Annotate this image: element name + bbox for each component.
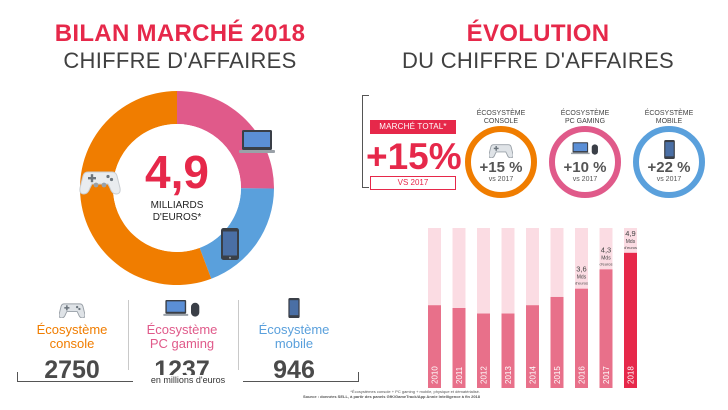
bar-year-label: 2018 — [627, 366, 636, 384]
eco-console-title: ÉCOSYSTÈME CONSOLE — [476, 110, 526, 125]
eco-pc-value: +10 % — [563, 159, 607, 176]
gamepad-icon — [79, 171, 121, 195]
donut-slice-console — [80, 91, 212, 285]
donut-center-value: 4,9 — [145, 146, 209, 198]
bar-value-label: 4,3 — [601, 245, 611, 254]
bar-2012 — [477, 313, 490, 388]
bar-value-label: 4,9 — [625, 229, 635, 238]
bar-unit-label: d'euros — [624, 245, 637, 250]
bar-2016 — [575, 288, 588, 388]
legend-console-value: 2750 — [44, 356, 100, 384]
laptop-mouse-icon — [239, 130, 275, 153]
bar-2018 — [624, 252, 637, 388]
bar-2013 — [501, 313, 515, 388]
bar-chart: 2010 2011 2012 2013 2014 2015 20163,6Mdsd'euro… — [428, 228, 637, 388]
bar-year-label: 2014 — [529, 366, 538, 384]
bar-2014 — [526, 305, 539, 388]
smartphone-icon — [288, 298, 300, 318]
bar-year-label: 2012 — [480, 366, 489, 384]
bar-unit-label: Mds — [601, 255, 611, 261]
bar-unit-label: Mds — [626, 239, 636, 245]
smartphone-icon — [663, 139, 675, 159]
eco-console-circle: +15 % vs 2017 — [465, 126, 537, 198]
eco-pc-vs: vs 2017 — [572, 176, 598, 183]
eco-console-value: +15 % — [479, 159, 523, 176]
market-total-vs: VS 2017 — [370, 176, 456, 190]
eco-mobile-circle: +22 % vs 2017 — [633, 126, 705, 198]
market-total-label: MARCHÉ TOTAL* — [370, 120, 456, 134]
bar-year-label: 2010 — [431, 366, 440, 384]
bar-year-label: 2015 — [553, 366, 562, 384]
legend-separator — [128, 300, 129, 370]
right-title: ÉVOLUTION — [466, 20, 610, 47]
eco-mobile-title: ÉCOSYSTÈME MOBILE — [644, 110, 694, 125]
donut-chart: 4,9 MILLIARDS D'EUROS* — [79, 91, 275, 285]
legend-pc-label: Écosystème PC gaming — [146, 322, 218, 351]
eco-console-vs: vs 2017 — [488, 176, 514, 183]
gamepad-icon — [489, 143, 513, 158]
eco-pc-title: ÉCOSYSTÈME PC GAMING — [560, 110, 610, 125]
bar-2015 — [550, 296, 564, 388]
legend-mobile-label: Écosystème mobile — [258, 322, 330, 351]
source-note: *Écosystèmes console + PC gaming + mobil… — [302, 389, 480, 399]
left-title: BILAN MARCHÉ 2018 — [54, 20, 306, 47]
unit-note: en millions d'euros — [133, 375, 243, 385]
eco-mobile-vs: vs 2017 — [656, 176, 682, 183]
bar-unit-label: d'euros — [600, 261, 613, 266]
gamepad-icon — [59, 303, 85, 318]
legend-console-label: Écosystème console — [36, 322, 108, 351]
bar-unit-label: Mds — [577, 275, 587, 281]
legend-separator — [238, 300, 239, 370]
legend-mobile-value: 946 — [273, 356, 315, 384]
donut-center-unit-line1: MILLIARDS — [151, 200, 204, 211]
bar-2010 — [428, 305, 441, 388]
eco-pc-circle: +10 % vs 2017 — [549, 126, 621, 198]
bar-year-label: 2011 — [455, 366, 464, 384]
donut-slice-pc — [177, 91, 274, 189]
bar-year-label: 2013 — [504, 366, 513, 384]
right-subtitle: DU CHIFFRE D'AFFAIRES — [401, 48, 675, 73]
bar-year-label: 2017 — [602, 366, 611, 384]
laptop-mouse-icon — [163, 300, 200, 317]
laptop-mouse-icon — [571, 142, 598, 155]
bar-year-label: 2016 — [578, 366, 587, 384]
market-bracket — [362, 95, 369, 188]
smartphone-icon — [221, 228, 239, 260]
market-total-value: +15% — [366, 136, 462, 177]
eco-mobile-value: +22 % — [647, 159, 691, 176]
bar-2011 — [452, 308, 466, 388]
legend-mobile: Écosystème mobile 946 — [238, 296, 350, 385]
bar-2017 — [599, 269, 613, 388]
bar-value-label: 3,6 — [576, 265, 586, 274]
bar-unit-label: d'euros — [575, 281, 588, 286]
donut-center-unit-line2: D'EUROS* — [153, 212, 202, 223]
legend-console: Écosystème console 2750 — [16, 296, 128, 385]
left-subtitle: CHIFFRE D'AFFAIRES — [63, 48, 297, 73]
